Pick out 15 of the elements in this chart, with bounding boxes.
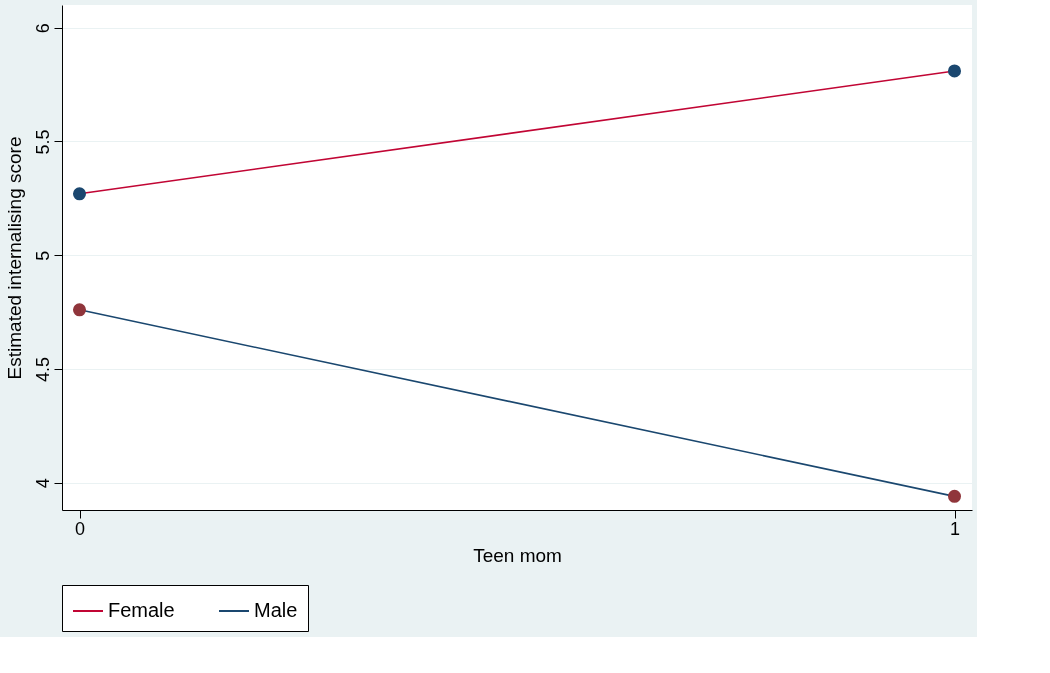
legend-label: Male: [254, 599, 298, 621]
point: [72, 303, 87, 317]
y-tick-label: 4.5: [32, 356, 53, 382]
x-tick-label: 1: [949, 518, 961, 539]
y-tick-label: 5: [32, 250, 53, 261]
y-tick-label: 5.5: [32, 129, 53, 155]
x-axis-title: Teen mom: [473, 544, 562, 566]
point: [947, 64, 962, 78]
point: [72, 187, 87, 201]
point: [947, 489, 962, 503]
legend-label: Female: [108, 599, 175, 621]
x-tick-label: 0: [74, 518, 86, 539]
y-tick-label: 6: [32, 23, 53, 34]
y-axis-title: Estimated internalising score: [3, 136, 25, 380]
y-tick-label: 4: [32, 478, 53, 489]
